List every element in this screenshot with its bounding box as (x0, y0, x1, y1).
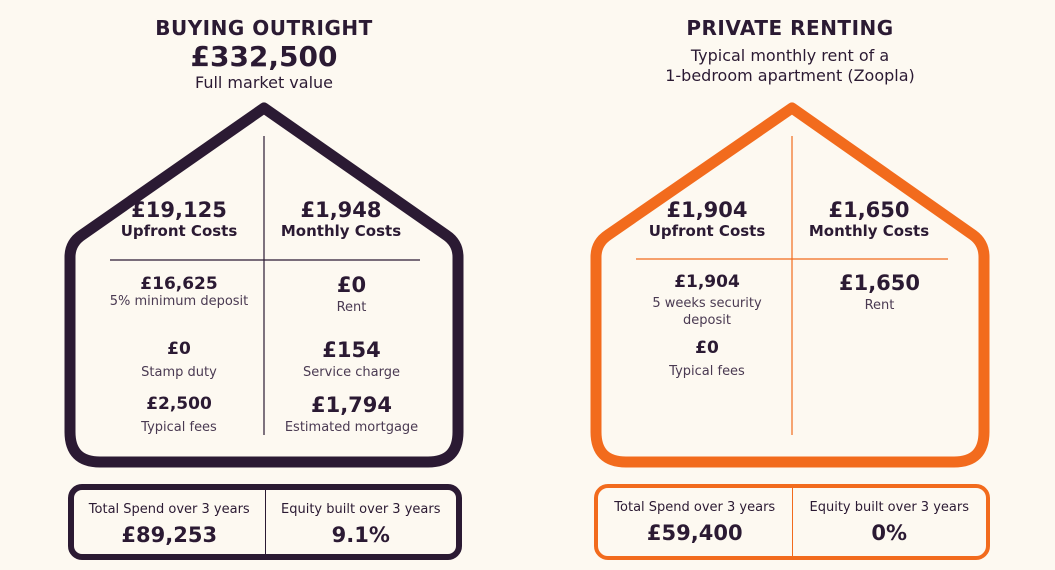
renting-upfront-item: £0 Typical fees (612, 338, 802, 381)
buying-service-charge-value: £154 (322, 338, 381, 362)
renting-rent-label: Rent (864, 298, 895, 314)
renting-rent-value: £1,650 (838, 271, 921, 295)
renting-summary-box: Total Spend over 3 years £59,400 Equity … (594, 484, 990, 560)
renting-deposit-label-line2: deposit (683, 312, 731, 328)
buying-equity-value: 9.1% (331, 522, 390, 547)
buying-panel: BUYING OUTRIGHT £332,500 Full market val… (54, 0, 474, 570)
renting-upfront-label: Upfront Costs (648, 222, 766, 241)
renting-subtitle-line1: Typical monthly rent of a (690, 46, 890, 65)
renting-title: PRIVATE RENTING (686, 16, 894, 40)
buying-upfront-item: £16,625 5% minimum deposit (84, 274, 274, 311)
renting-monthly-total: £1,650 (828, 198, 910, 222)
buying-mortgage-value: £1,794 (310, 393, 393, 417)
buying-house-outline (64, 102, 464, 468)
renting-equity-value: 0% (871, 520, 908, 545)
buying-upfront-item: £0 Stamp duty (84, 339, 274, 382)
renting-upfront-header: £1,904 Upfront Costs (632, 198, 782, 242)
renting-heading: PRIVATE RENTING Typical monthly rent of … (580, 18, 1000, 86)
buying-deposit-value: £16,625 (140, 274, 218, 294)
buying-heading: BUYING OUTRIGHT £332,500 Full market val… (54, 18, 474, 93)
renting-deposit-label-line1: 5 weeks security (652, 296, 762, 312)
buying-rent-label: Rent (336, 300, 367, 316)
buying-mortgage-label: Estimated mortgage (284, 420, 419, 436)
buying-monthly-item: £1,794 Estimated mortgage (264, 393, 439, 436)
buying-equity-label: Equity built over 3 years (281, 502, 441, 517)
renting-subtitle-line2: 1-bedroom apartment (Zoopla) (665, 66, 915, 85)
renting-monthly-label: Monthly Costs (808, 222, 930, 241)
renting-monthly-item: £1,650 Rent (792, 271, 967, 314)
renting-fees-label: Typical fees (669, 364, 745, 380)
buying-total-spend: Total Spend over 3 years £89,253 (74, 490, 266, 554)
buying-upfront-item: £2,500 Typical fees (84, 394, 274, 437)
renting-total-spend: Total Spend over 3 years £59,400 (598, 488, 793, 556)
buying-stamp-duty-value: £0 (167, 339, 191, 359)
buying-monthly-header: £1,948 Monthly Costs (266, 198, 416, 242)
buying-fees-label: Typical fees (141, 420, 217, 436)
renting-equity-label: Equity built over 3 years (809, 500, 970, 515)
renting-upfront-item: £1,904 5 weeks security deposit (612, 272, 802, 329)
buying-stamp-duty-label: Stamp duty (141, 365, 217, 381)
buying-monthly-item: £0 Rent (264, 273, 439, 316)
renting-fees-value: £0 (695, 338, 719, 358)
buying-subtitle: Full market value (194, 72, 333, 92)
buying-upfront-total: £19,125 (131, 198, 227, 222)
buying-upfront-label: Upfront Costs (120, 222, 238, 241)
renting-total-spend-value: £59,400 (646, 520, 743, 545)
buying-monthly-label: Monthly Costs (280, 222, 402, 241)
renting-monthly-header: £1,650 Monthly Costs (794, 198, 944, 242)
buying-summary-box: Total Spend over 3 years £89,253 Equity … (68, 484, 462, 560)
renting-upfront-total: £1,904 (666, 198, 748, 222)
buying-total-spend-label: Total Spend over 3 years (88, 502, 250, 517)
renting-deposit-value: £1,904 (674, 272, 740, 292)
renting-panel: PRIVATE RENTING Typical monthly rent of … (580, 0, 1000, 570)
buying-deposit-label: 5% minimum deposit (109, 294, 249, 310)
buying-monthly-total: £1,948 (300, 198, 382, 222)
buying-service-charge-label: Service charge (303, 365, 400, 381)
buying-rent-value: £0 (336, 273, 367, 297)
buying-market-value: £332,500 (190, 40, 338, 73)
renting-total-spend-label: Total Spend over 3 years (614, 500, 776, 515)
buying-monthly-item: £154 Service charge (264, 338, 439, 381)
renting-equity-built: Equity built over 3 years 0% (793, 488, 987, 556)
buying-fees-value: £2,500 (146, 394, 212, 414)
buying-upfront-header: £19,125 Upfront Costs (104, 198, 254, 242)
buying-title: BUYING OUTRIGHT (155, 16, 373, 40)
renting-house-outline (590, 102, 990, 468)
buying-total-spend-value: £89,253 (121, 522, 218, 547)
buying-equity-built: Equity built over 3 years 9.1% (266, 490, 457, 554)
